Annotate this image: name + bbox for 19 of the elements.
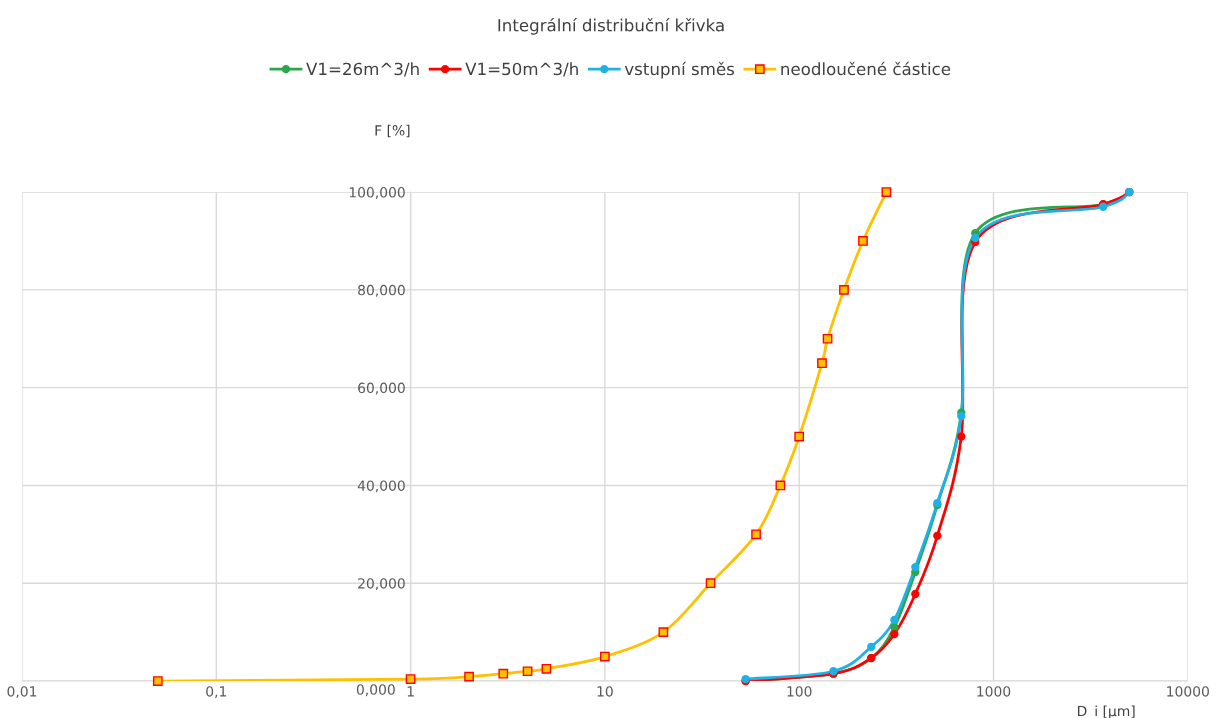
x-tick-label: 0,1	[206, 686, 227, 699]
legend-label: vstupní směs	[624, 61, 735, 79]
legend-label: V1=26m^3/h	[306, 62, 419, 77]
chart-title: Integrální distribuční křivka	[498, 17, 724, 35]
x-tick-label: 1	[407, 686, 414, 697]
y-tick-label: 80,000	[358, 284, 405, 297]
y-axis-title: F [%]	[375, 124, 410, 138]
y-tick-label: 60,000	[358, 382, 405, 395]
x-tick-label: 100	[787, 686, 812, 697]
legend-label: neodloučené částice	[781, 61, 951, 76]
legend-label: V1=50m^3/h	[465, 62, 578, 77]
x-tick-label: 0,01	[7, 686, 37, 699]
x-tick-label: 10000	[1167, 686, 1209, 697]
x-tick-label: 1000	[977, 686, 1011, 697]
y-tick-label: 100,000	[349, 187, 405, 199]
y-tick-label: 40,000	[357, 480, 405, 493]
x-tick-label: 10	[597, 686, 613, 697]
y-tick-label: 20,000	[358, 578, 405, 591]
y-tick-label: 0,000	[356, 684, 395, 697]
